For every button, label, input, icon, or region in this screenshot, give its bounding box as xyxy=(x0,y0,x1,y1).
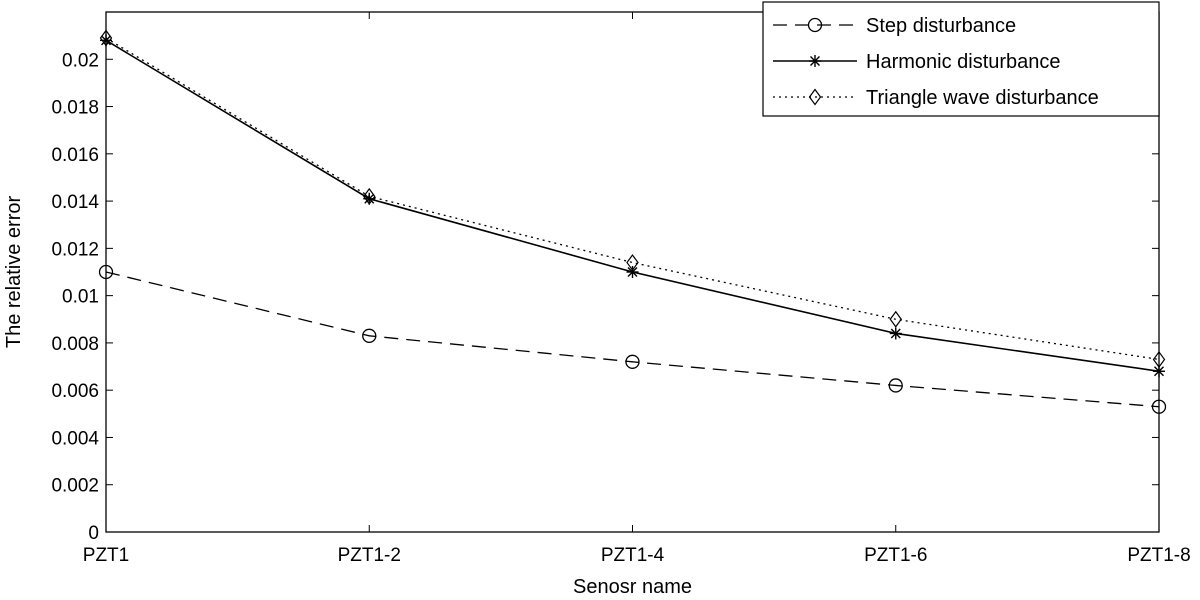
data-point-0 xyxy=(98,264,114,280)
marker-diamond xyxy=(808,88,822,106)
marker-circle xyxy=(98,264,114,280)
y-tick-label: 0.01 xyxy=(62,287,99,308)
legend-label: Harmonic disturbance xyxy=(866,51,1061,73)
y-tick-label: 0.006 xyxy=(51,381,99,402)
x-tick-label: PZT1 xyxy=(83,545,129,566)
y-tick-label: 0.008 xyxy=(51,334,99,355)
marker-circle xyxy=(1151,399,1167,414)
data-point-0 xyxy=(362,328,377,343)
marker-stroke xyxy=(890,328,901,339)
marker-stroke xyxy=(627,267,638,277)
data-point-0 xyxy=(888,378,903,393)
marker-stroke xyxy=(101,35,111,46)
x-axis-label: Senosr name xyxy=(573,576,692,598)
marker-stroke xyxy=(1154,366,1164,377)
marker-circle xyxy=(888,378,903,393)
data-point-0 xyxy=(625,354,640,369)
x-tick-label: PZT1-8 xyxy=(1127,545,1190,566)
marker-diamond xyxy=(889,310,902,328)
marker-circle xyxy=(362,328,377,343)
y-tick-label: 0.02 xyxy=(62,50,99,71)
y-tick-label: 0.012 xyxy=(51,239,99,260)
marker-stroke xyxy=(364,193,375,204)
legend-marker xyxy=(808,88,822,106)
data-point-1 xyxy=(363,192,376,205)
data-point-1 xyxy=(889,327,902,340)
y-tick-label: 0.004 xyxy=(51,428,99,449)
y-tick-label: 0.014 xyxy=(51,192,99,213)
legend-label: Step disturbance xyxy=(866,15,1016,37)
data-point-0 xyxy=(1151,399,1167,414)
series-line-2 xyxy=(105,37,1160,361)
data-point-1 xyxy=(100,34,112,47)
data-point-1 xyxy=(626,266,639,278)
x-tick-label: PZT1-4 xyxy=(601,545,665,566)
y-tick-label: 0 xyxy=(88,523,99,544)
data-point-1 xyxy=(1153,365,1165,378)
y-axis-label: The relative error xyxy=(3,196,25,349)
series-line-0 xyxy=(105,271,1160,408)
marker-circle xyxy=(807,17,823,33)
data-point-2 xyxy=(889,310,902,328)
x-tick-label: PZT1-6 xyxy=(864,545,927,566)
y-tick-label: 0.018 xyxy=(51,98,99,119)
y-tick-label: 0.002 xyxy=(51,476,99,497)
legend: Step disturbance Harmonic disturbance Tria… xyxy=(762,1,1160,117)
legend-marker xyxy=(809,55,821,67)
x-tick-label: PZT1-2 xyxy=(338,545,401,566)
y-tick-label: 0.016 xyxy=(51,145,99,166)
legend-label: Triangle wave disturbance xyxy=(866,87,1099,109)
marker-stroke xyxy=(810,56,820,66)
legend-marker xyxy=(807,17,823,33)
marker-circle xyxy=(625,354,640,369)
